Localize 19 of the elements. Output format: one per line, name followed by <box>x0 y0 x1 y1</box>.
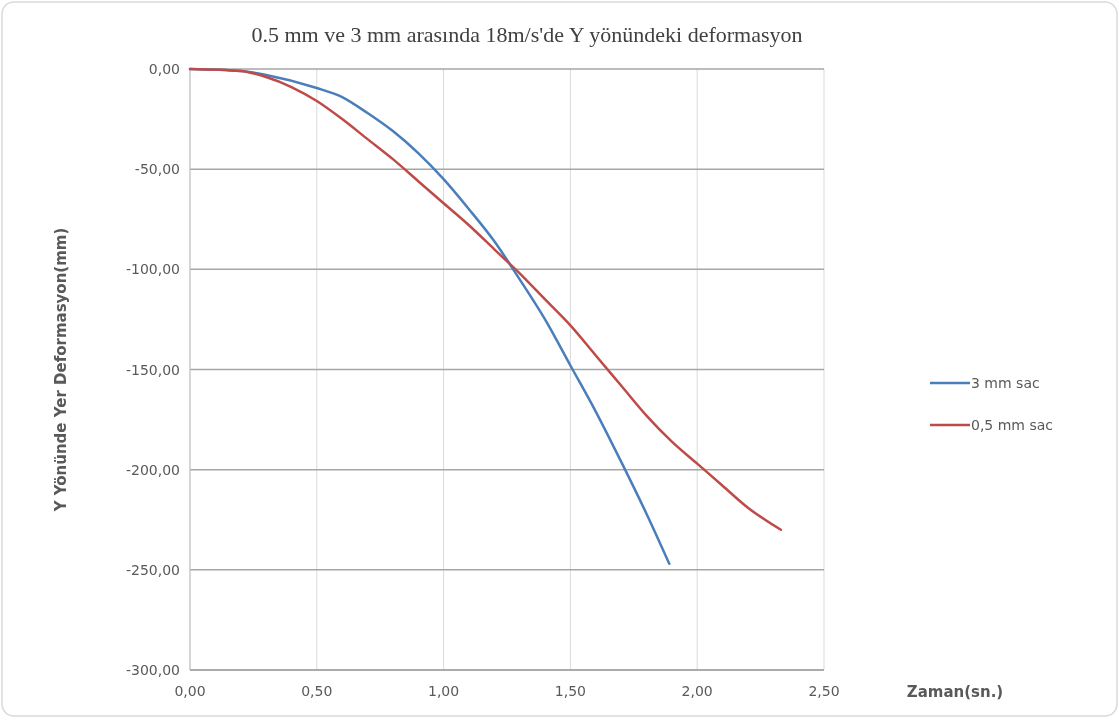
y-tick-label: 0,00 <box>148 61 180 77</box>
y-tick-label: -300,00 <box>125 662 180 678</box>
x-tick-label: 1,50 <box>554 683 586 699</box>
x-tick-label: 0,00 <box>174 683 206 699</box>
y-tick-label: -100,00 <box>125 261 180 278</box>
legend-label: 3 mm sac <box>971 375 1040 391</box>
x-axis-title: Zaman(sn.) <box>906 683 1004 701</box>
y-tick-label: -50,00 <box>134 161 180 178</box>
y-tick-label: -200,00 <box>125 461 180 478</box>
y-tick-label: -150,00 <box>125 361 180 378</box>
line-series <box>188 67 783 532</box>
y-axis-title: Y Yönünde Yer Deformasyon(mm) <box>52 227 70 513</box>
legend-label: 0,5 mm sac <box>971 417 1054 433</box>
x-tick-label: 1,00 <box>428 683 460 699</box>
x-tick-label: 2,00 <box>681 683 713 699</box>
chart-title: 0.5 mm ve 3 mm arasında 18m/s'de Y yönündeki deformasyon <box>251 22 803 47</box>
x-tick-label: 0,50 <box>301 683 333 699</box>
y-tick-label: -250,00 <box>125 561 180 578</box>
x-tick-label: 2,50 <box>808 683 840 699</box>
